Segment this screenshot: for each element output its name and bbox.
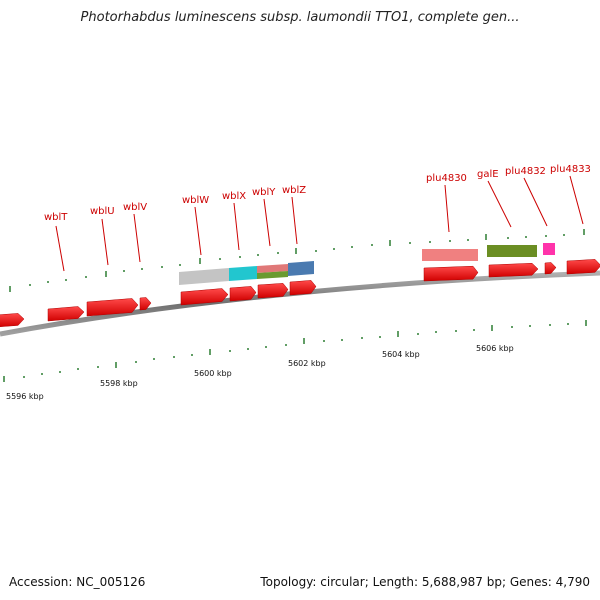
- scale-label: 5606 kbp: [476, 344, 514, 353]
- gene-arrow: [47, 306, 85, 322]
- separator: ;: [364, 575, 373, 589]
- gene-arrows: [0, 259, 600, 327]
- gene-arrow: [289, 280, 317, 296]
- leader-line: [487, 180, 512, 228]
- leader-line: [291, 196, 298, 245]
- gene-arrow: [229, 286, 257, 302]
- gene-label-wblU: wblU: [90, 206, 115, 217]
- topology-label: Topology:: [260, 575, 317, 589]
- leader-line: [444, 184, 450, 233]
- function-bar-blue: [288, 261, 314, 276]
- gene-arrow: [180, 288, 229, 306]
- accession-value: NC_005126: [76, 575, 146, 589]
- leader-line: [569, 175, 584, 225]
- gene-arrow: [257, 283, 289, 299]
- scale-label: 5600 kbp: [194, 369, 232, 378]
- scale-label: 5602 kbp: [288, 359, 326, 368]
- genome-stats: Topology: circular; Length: 5,688,987 bp…: [260, 575, 590, 589]
- gene-labels: wblT wblU wblV wblW wblX wblY wblZ plu48…: [44, 164, 591, 223]
- function-bar-plu4832: [543, 243, 555, 255]
- gene-arrow: [139, 297, 152, 311]
- label-leaders: [55, 175, 584, 272]
- separator: ;: [501, 575, 510, 589]
- gene-label-wblV: wblV: [123, 202, 147, 213]
- accession-label: Accession:: [9, 575, 73, 589]
- gene-arrow: [566, 259, 600, 275]
- function-bar-cyan: [229, 266, 257, 281]
- length-label: Length:: [372, 575, 419, 589]
- leader-line: [101, 218, 109, 266]
- gene-label-galE: galE: [477, 169, 499, 180]
- scale-label: 5604 kbp: [382, 350, 420, 359]
- gene-arrow: [488, 262, 539, 278]
- gene-label-wblZ: wblZ: [282, 185, 306, 196]
- topology-value: circular: [320, 575, 365, 589]
- scale-labels: 5596 kbp 5598 kbp 5600 kbp 5602 kbp 5604…: [6, 344, 514, 401]
- gene-label-wblY: wblY: [252, 187, 276, 198]
- scale-label: 5596 kbp: [6, 392, 44, 401]
- leader-line: [263, 198, 271, 247]
- gene-label-plu4833: plu4833: [550, 164, 591, 175]
- gene-label-wblX: wblX: [222, 191, 246, 202]
- scale-label: 5598 kbp: [100, 379, 138, 388]
- leader-line: [55, 225, 65, 272]
- gene-arrow: [86, 298, 139, 317]
- function-bar-green: [257, 271, 288, 279]
- gene-label-wblW: wblW: [182, 195, 209, 206]
- upper-ticks: [9, 229, 585, 292]
- gene-label-wblT: wblT: [44, 212, 68, 223]
- gene-arrow: [0, 313, 25, 327]
- genes-label: Genes:: [509, 575, 552, 589]
- gene-arrow: [423, 265, 479, 282]
- leader-line: [133, 213, 141, 263]
- accession-info: Accession: NC_005126: [9, 575, 145, 589]
- leader-line: [233, 202, 240, 251]
- map-title: Photorhabdus luminescens subsp. laumondi…: [80, 10, 520, 25]
- leader-line: [523, 177, 548, 227]
- leader-line: [194, 206, 202, 256]
- gene-arrow: [544, 262, 557, 275]
- function-bars: [179, 243, 555, 285]
- lower-ticks: [3, 320, 587, 382]
- function-bar-salmon: [257, 264, 288, 273]
- function-bar-gray: [179, 268, 229, 285]
- gene-label-plu4830: plu4830: [426, 173, 467, 184]
- function-bar-plu4830: [422, 249, 478, 261]
- length-value: 5,688,987 bp: [421, 575, 502, 589]
- gene-label-plu4832: plu4832: [505, 166, 546, 177]
- genes-value: 4,790: [555, 575, 590, 589]
- function-bar-galE: [487, 245, 537, 257]
